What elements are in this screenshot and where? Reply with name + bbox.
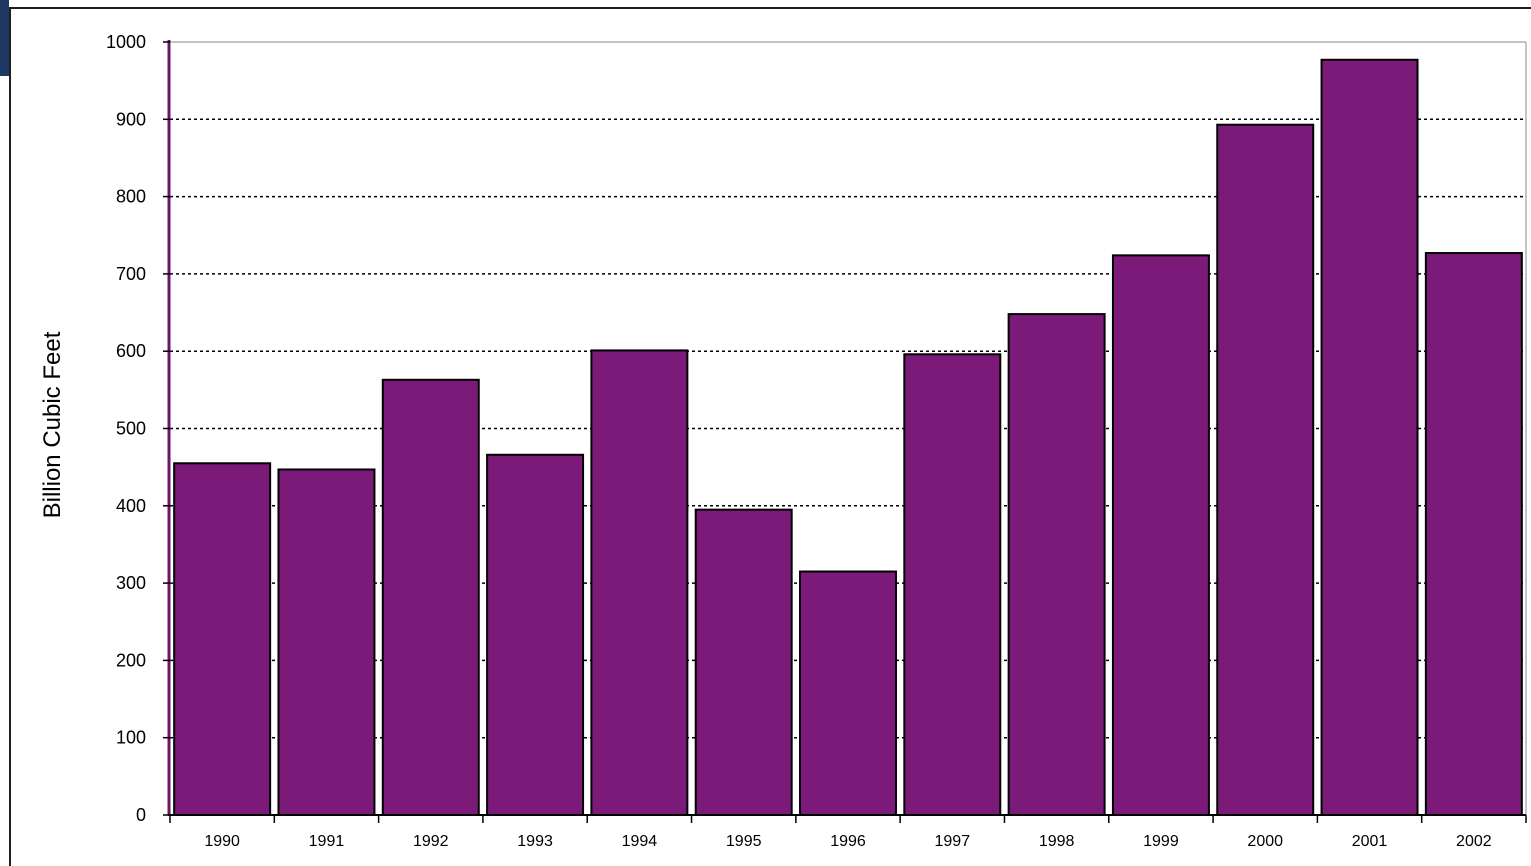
frame-left-border [9,7,11,866]
bar-1990 [173,462,272,816]
bar-1993 [486,453,585,816]
corner-accent [0,0,9,76]
x-tick-label: 1998 [1039,833,1075,850]
y-axis-title: Billion Cubic Feet [39,331,66,518]
x-tick-label: 1991 [309,833,345,850]
y-tick-label: 200 [116,650,146,670]
y-tick-label: 700 [116,264,146,284]
bar-1991 [277,468,376,816]
x-tick-label: 1993 [517,833,553,850]
y-tick-label: 1000 [106,32,146,52]
x-tick-label: 1999 [1143,833,1179,850]
bars [173,58,1523,817]
bar-2002 [1424,252,1523,817]
x-tick-label: 1997 [935,833,971,850]
x-tick-label: 2002 [1456,833,1492,850]
bar-1997 [903,353,1002,816]
bar-2000 [1216,123,1315,816]
x-tick-label: 1995 [726,833,762,850]
x-tick-label: 2000 [1247,833,1283,850]
x-axis-ticks: 1990 1991 1992 1993 1994 1995 1996 1997 1998 1999… [169,815,1527,850]
y-tick-label: 400 [116,496,146,516]
x-tick-label: 2001 [1352,833,1388,850]
y-axis-ticks: 0 100 200 300 400 500 600 700 800 900 1000 [106,32,170,825]
bar-1999 [1111,254,1210,816]
y-tick-label: 100 [116,728,146,748]
x-tick-label: 1990 [204,833,240,850]
frame-top-border [9,7,1531,9]
y-tick-label: 500 [116,419,146,439]
bar-1992 [381,378,480,816]
y-tick-label: 0 [136,805,146,825]
bar-1998 [1007,313,1106,816]
x-tick-label: 1994 [622,833,658,850]
bar-1994 [590,349,689,816]
bar-1995 [694,508,793,816]
y-tick-label: 300 [116,573,146,593]
y-tick-label: 800 [116,187,146,207]
bar-2001 [1320,58,1419,817]
bar-1996 [799,570,897,816]
y-tick-label: 600 [116,341,146,361]
y-tick-label: 900 [116,109,146,129]
x-tick-label: 1996 [830,833,866,850]
x-tick-label: 1992 [413,833,449,850]
axes [167,40,1526,816]
